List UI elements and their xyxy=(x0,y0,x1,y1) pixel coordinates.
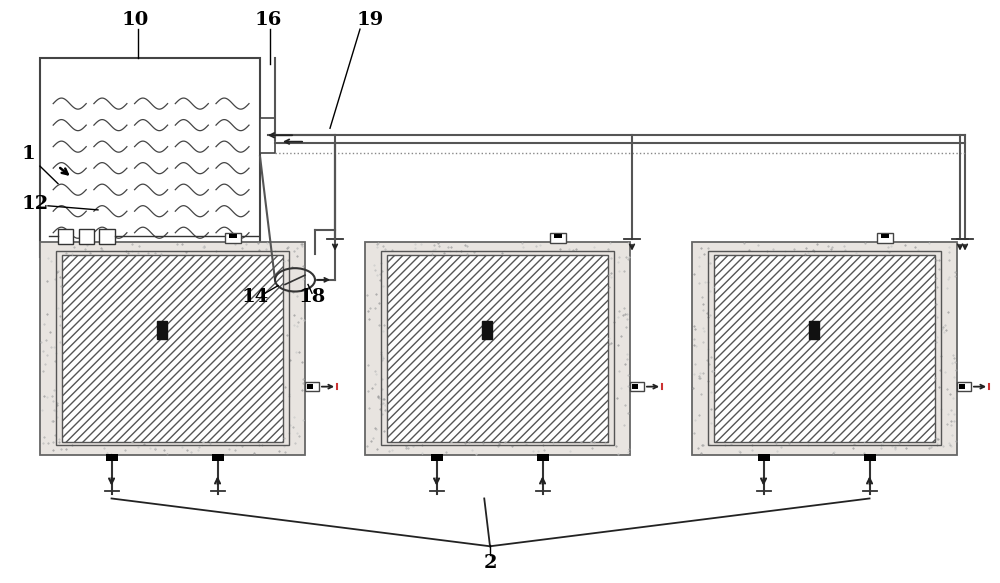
Bar xyxy=(959,384,965,389)
Bar xyxy=(630,382,644,391)
Text: 1: 1 xyxy=(21,146,35,163)
Bar xyxy=(260,118,275,153)
Bar xyxy=(305,382,319,391)
Bar xyxy=(864,454,876,461)
Bar xyxy=(78,229,94,244)
Bar xyxy=(758,454,770,461)
Text: 18: 18 xyxy=(298,289,326,306)
Bar xyxy=(212,454,224,461)
Bar xyxy=(365,242,630,455)
Bar xyxy=(554,234,562,238)
Text: 14: 14 xyxy=(241,289,269,306)
Bar xyxy=(99,229,115,244)
Bar xyxy=(632,384,638,389)
Bar xyxy=(809,321,819,339)
Bar xyxy=(56,251,289,445)
Text: 10: 10 xyxy=(121,12,149,29)
Bar xyxy=(157,321,167,339)
Text: 2: 2 xyxy=(483,554,497,571)
Bar xyxy=(381,251,614,445)
Bar xyxy=(225,233,241,243)
Text: 12: 12 xyxy=(21,195,49,213)
Bar xyxy=(387,255,608,442)
Bar xyxy=(714,255,935,442)
Bar xyxy=(58,229,73,244)
Text: 16: 16 xyxy=(254,12,282,29)
Bar xyxy=(881,234,889,238)
Bar xyxy=(307,384,313,389)
Bar xyxy=(708,251,941,445)
Bar xyxy=(957,382,971,391)
Bar xyxy=(40,242,305,455)
Bar xyxy=(482,321,492,339)
Text: 19: 19 xyxy=(356,12,384,29)
Bar xyxy=(431,454,443,461)
Bar xyxy=(62,255,283,442)
Bar xyxy=(40,58,260,257)
Bar xyxy=(877,233,893,243)
Bar xyxy=(537,454,549,461)
Bar xyxy=(229,234,237,238)
Bar xyxy=(692,242,957,455)
Bar xyxy=(550,233,566,243)
Bar xyxy=(106,454,118,461)
